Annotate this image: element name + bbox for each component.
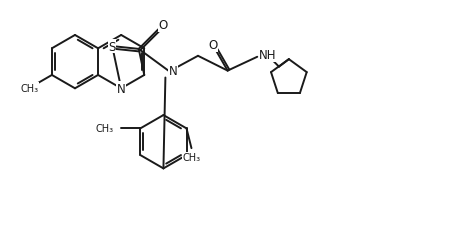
Text: CH₃: CH₃ — [21, 83, 39, 93]
Text: N: N — [169, 65, 178, 78]
Text: CH₃: CH₃ — [95, 124, 114, 134]
Text: CH₃: CH₃ — [182, 152, 201, 162]
Text: S: S — [109, 40, 116, 53]
Text: NH: NH — [259, 49, 277, 62]
Text: O: O — [158, 19, 168, 32]
Text: O: O — [208, 39, 218, 52]
Text: N: N — [117, 82, 125, 95]
